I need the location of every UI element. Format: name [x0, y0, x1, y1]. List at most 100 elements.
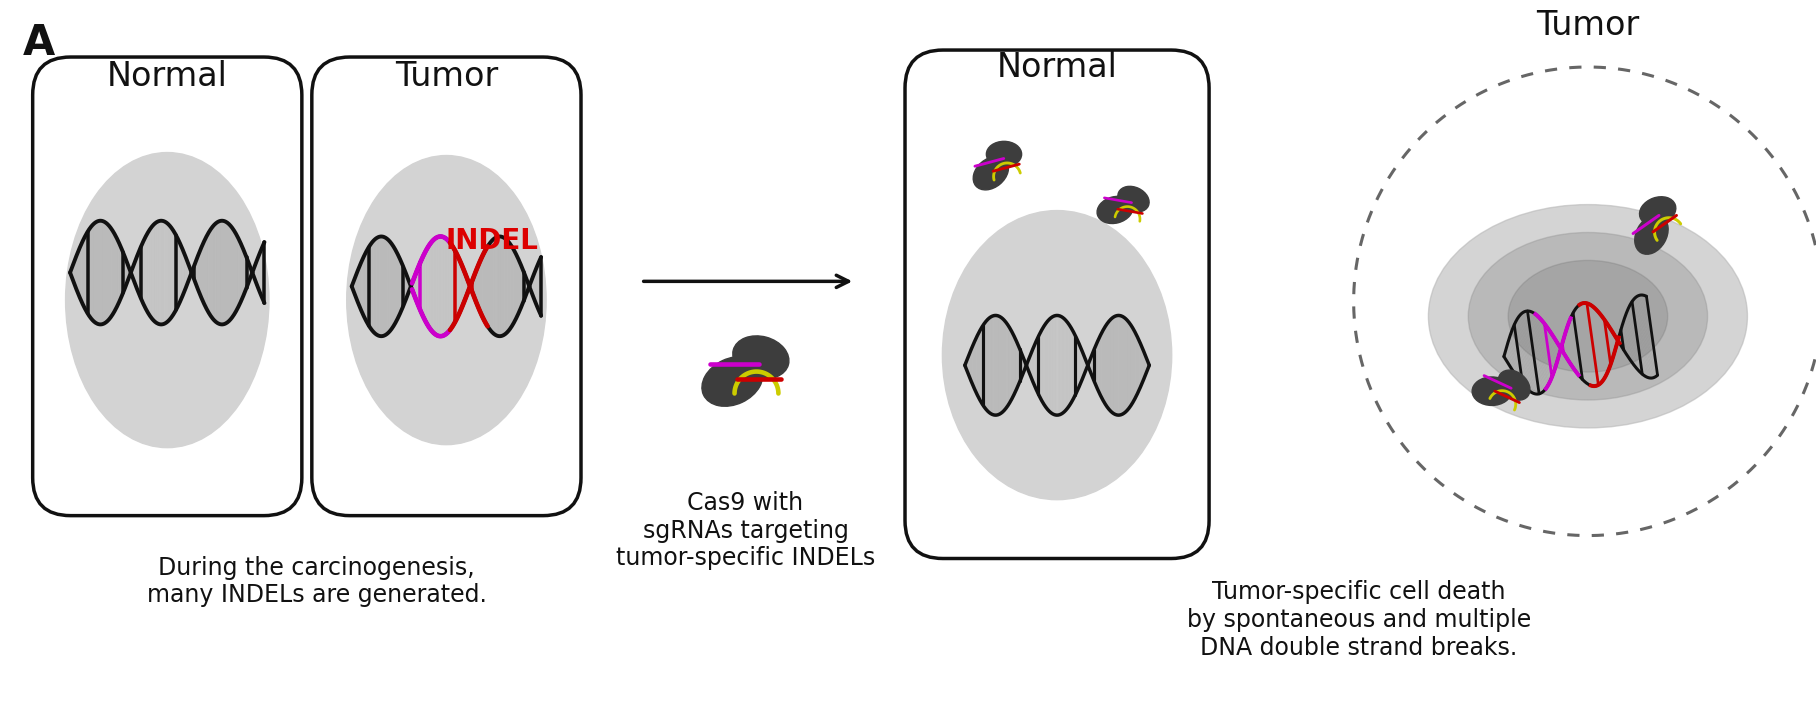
Polygon shape [1512, 333, 1517, 377]
Polygon shape [1528, 311, 1541, 393]
Polygon shape [1592, 305, 1603, 382]
Polygon shape [1588, 304, 1601, 384]
Polygon shape [1563, 342, 1564, 354]
Polygon shape [1635, 297, 1648, 377]
Polygon shape [1599, 313, 1608, 372]
Polygon shape [1539, 317, 1548, 385]
Polygon shape [1537, 315, 1548, 387]
Polygon shape [1610, 327, 1613, 356]
Polygon shape [1513, 328, 1521, 382]
Polygon shape [1526, 312, 1537, 394]
Polygon shape [1568, 322, 1575, 372]
Polygon shape [1573, 313, 1583, 380]
Polygon shape [1593, 307, 1604, 379]
Ellipse shape [986, 141, 1022, 167]
Polygon shape [1552, 334, 1557, 365]
Polygon shape [1632, 303, 1641, 373]
Polygon shape [1513, 327, 1521, 382]
Polygon shape [1506, 350, 1508, 362]
Polygon shape [1537, 316, 1548, 386]
Polygon shape [1621, 333, 1623, 348]
Ellipse shape [702, 356, 762, 406]
Polygon shape [1613, 334, 1615, 348]
Polygon shape [1570, 321, 1577, 372]
Polygon shape [1604, 320, 1612, 364]
Polygon shape [1568, 325, 1575, 369]
Polygon shape [1630, 304, 1641, 372]
Polygon shape [1583, 303, 1595, 386]
Polygon shape [1541, 320, 1550, 382]
Polygon shape [1637, 296, 1648, 377]
Polygon shape [1599, 312, 1608, 373]
Polygon shape [1590, 305, 1601, 382]
Ellipse shape [1635, 215, 1668, 254]
Polygon shape [1553, 336, 1557, 363]
Ellipse shape [1428, 205, 1748, 428]
Polygon shape [1515, 324, 1523, 385]
Polygon shape [1621, 330, 1624, 350]
Polygon shape [1619, 334, 1621, 346]
Polygon shape [1564, 336, 1568, 359]
Polygon shape [1635, 298, 1646, 377]
Polygon shape [1566, 330, 1572, 365]
Polygon shape [1621, 328, 1624, 351]
Polygon shape [1637, 296, 1648, 378]
Polygon shape [1570, 319, 1579, 375]
Polygon shape [1644, 296, 1655, 377]
Polygon shape [1523, 312, 1535, 394]
Polygon shape [1626, 312, 1635, 366]
Polygon shape [1519, 316, 1530, 391]
Polygon shape [1583, 304, 1593, 386]
Polygon shape [1626, 311, 1635, 367]
Polygon shape [1510, 338, 1515, 373]
Polygon shape [1579, 305, 1590, 385]
Polygon shape [1590, 304, 1601, 383]
Polygon shape [1579, 304, 1592, 385]
Polygon shape [1537, 315, 1546, 388]
Polygon shape [1530, 311, 1541, 393]
Polygon shape [1548, 329, 1555, 371]
Polygon shape [1603, 317, 1610, 367]
Polygon shape [1539, 317, 1548, 385]
Polygon shape [1586, 303, 1597, 385]
Polygon shape [1563, 339, 1566, 357]
Polygon shape [1628, 309, 1635, 367]
Polygon shape [1512, 329, 1519, 380]
Text: INDEL: INDEL [446, 228, 538, 255]
Polygon shape [1548, 328, 1553, 372]
Polygon shape [1581, 304, 1593, 386]
Polygon shape [1584, 303, 1597, 386]
Polygon shape [1543, 321, 1552, 380]
Ellipse shape [1097, 197, 1133, 223]
Polygon shape [1555, 340, 1559, 359]
Polygon shape [1586, 303, 1597, 385]
Polygon shape [1543, 322, 1552, 379]
Polygon shape [1603, 318, 1610, 367]
Polygon shape [1595, 308, 1604, 378]
Polygon shape [1510, 335, 1515, 375]
Polygon shape [1506, 348, 1508, 364]
Polygon shape [1641, 295, 1652, 378]
Polygon shape [1517, 320, 1526, 388]
Polygon shape [1508, 344, 1510, 367]
Polygon shape [1526, 311, 1539, 394]
Polygon shape [1575, 309, 1586, 382]
Text: Tumor: Tumor [395, 60, 498, 93]
Polygon shape [1633, 299, 1644, 376]
Ellipse shape [1499, 370, 1530, 400]
Polygon shape [1508, 343, 1512, 369]
Polygon shape [1599, 312, 1606, 374]
Polygon shape [1568, 323, 1575, 371]
Polygon shape [1568, 326, 1573, 369]
Polygon shape [1555, 338, 1557, 360]
Polygon shape [1635, 299, 1646, 377]
Polygon shape [1572, 316, 1581, 377]
Polygon shape [1646, 296, 1657, 376]
Polygon shape [1573, 310, 1584, 382]
Polygon shape [1601, 315, 1608, 369]
Polygon shape [1513, 326, 1523, 383]
Polygon shape [1512, 331, 1519, 379]
Ellipse shape [347, 155, 546, 445]
Polygon shape [1597, 310, 1606, 376]
Ellipse shape [1639, 197, 1675, 226]
